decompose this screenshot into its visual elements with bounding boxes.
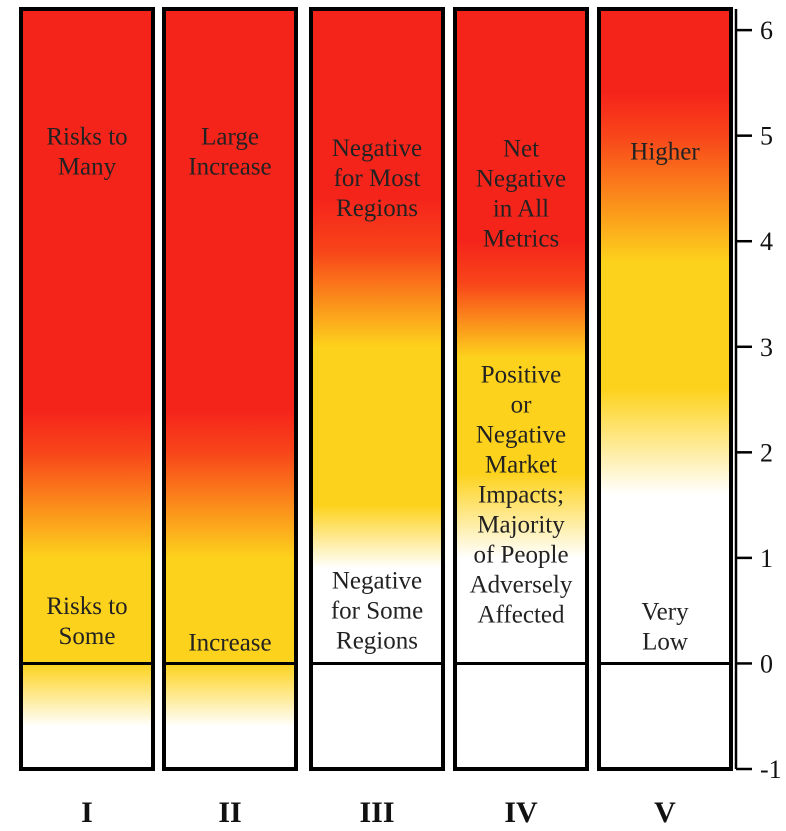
- column-label: Risks to Many: [46, 124, 127, 181]
- y-tick-label: -1: [760, 755, 782, 784]
- column-v: Higher Very Low: [597, 7, 733, 771]
- column-label: Higher: [630, 139, 700, 166]
- column-bar: [309, 7, 445, 771]
- column-bar: [19, 7, 155, 771]
- column-name-iii: III: [359, 796, 394, 829]
- y-tick-label: 0: [760, 649, 773, 678]
- y-tick-label: 6: [760, 16, 773, 45]
- chart-columns: Risks to Many Risks to Some Large Increase Inc…: [19, 7, 733, 771]
- column-name-v: V: [654, 796, 676, 829]
- column-bar: [453, 7, 589, 771]
- y-tick-label: 1: [760, 544, 773, 573]
- column-label: Increase: [188, 629, 271, 656]
- y-tick-label: 2: [760, 438, 773, 467]
- column-label: Negative for Most Regions: [332, 135, 422, 222]
- y-axis: -1 0 1 2 3 4 5 6: [734, 9, 782, 784]
- y-tick-label: 4: [760, 227, 773, 256]
- column-label: Risks to Some: [46, 593, 127, 650]
- column-label: Large Increase: [188, 124, 271, 181]
- y-tick-label: 5: [760, 122, 773, 151]
- column-label: Negative for Some Regions: [331, 568, 423, 655]
- column-iii: Negative for Most Regions Negative for Some R…: [309, 7, 445, 771]
- column-label: Positive or Negative Market Impacts; Majority…: [470, 362, 573, 629]
- column-label: Very Low: [641, 599, 689, 656]
- y-tick-label: 3: [760, 333, 773, 362]
- column-label: Net Negative in All Metrics: [476, 136, 566, 253]
- column-name-ii: II: [218, 796, 241, 829]
- column-ii: Large Increase Increase: [162, 7, 298, 771]
- column-i: Risks to Many Risks to Some: [19, 7, 155, 771]
- column-bar: [597, 7, 733, 771]
- column-iv: Net Negative in All Metrics Positive or Negati…: [453, 7, 589, 771]
- column-bar: [162, 7, 298, 771]
- column-name-iv: IV: [504, 796, 538, 829]
- column-name-i: I: [81, 796, 93, 829]
- x-axis-labels: I II III IV V: [81, 796, 676, 829]
